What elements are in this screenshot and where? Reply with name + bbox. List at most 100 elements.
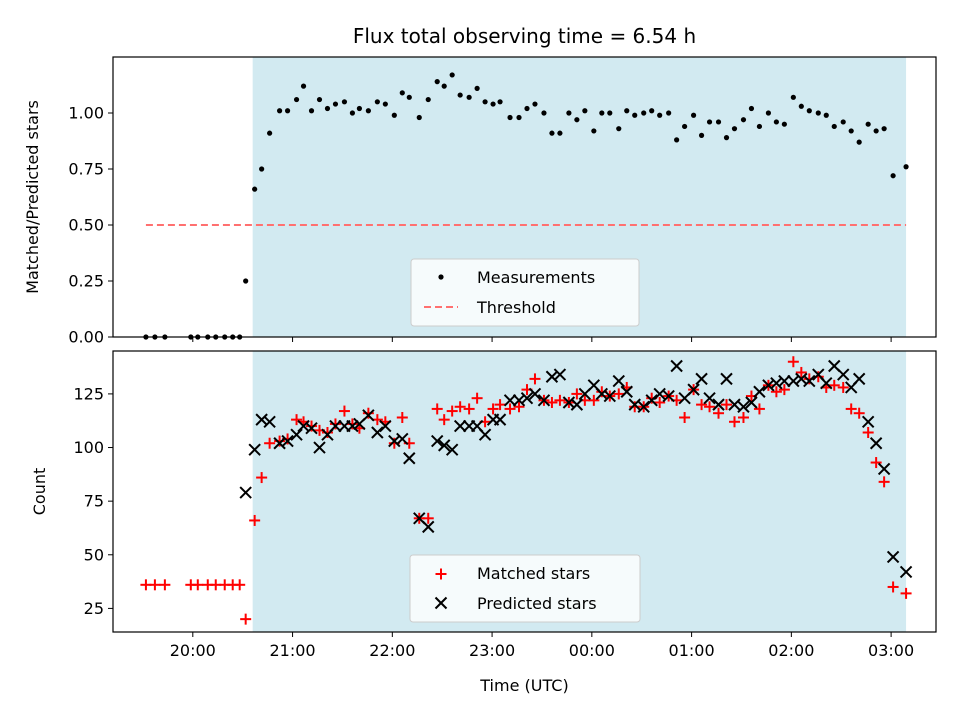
measurement-point <box>748 105 755 112</box>
measurement-point <box>798 103 804 109</box>
matched-star-point <box>471 392 483 404</box>
matched-star-point <box>149 579 161 591</box>
predicted-star-point <box>837 368 850 381</box>
cross-bar-b <box>795 372 808 386</box>
measurement-point <box>773 119 779 125</box>
top-legend-box <box>410 258 640 327</box>
predicted-star-point <box>396 432 409 446</box>
cross-bar-b <box>422 520 435 534</box>
cross-bar-b <box>255 413 268 426</box>
measurement-point <box>740 117 747 123</box>
predicted-star-point <box>852 372 866 386</box>
matched-star-point <box>249 514 261 526</box>
matched-star-point <box>431 403 443 415</box>
measurement-point <box>865 121 871 127</box>
predicted-star-point <box>803 374 816 388</box>
measurement-point <box>524 105 530 112</box>
measurement-point <box>267 130 273 136</box>
measurement-point <box>497 99 503 105</box>
measurement-point <box>723 135 730 141</box>
predicted-star-point <box>820 376 833 390</box>
matched-star-point <box>446 405 458 417</box>
matched-star-point <box>422 512 434 524</box>
cross-bar-b <box>720 372 733 386</box>
measurement-point <box>632 112 638 118</box>
legend-predicted-marker <box>434 596 448 610</box>
measurement-point <box>356 105 363 112</box>
matched-star-point <box>770 386 782 398</box>
predicted-star-point <box>478 428 492 441</box>
cross-bar-b <box>703 391 716 405</box>
matched-star-point <box>721 399 733 411</box>
legend-matched-label: Matched stars <box>477 564 590 583</box>
chart-title: Flux total observing time = 6.54 h <box>353 24 696 48</box>
measurement-point <box>649 108 655 114</box>
predicted-star-point <box>637 400 650 413</box>
cross-bar-b <box>263 415 276 428</box>
top-y-axis-label: Matched/Predicted stars <box>23 100 42 294</box>
measurement-point <box>474 85 480 91</box>
cross-bar-b <box>587 379 601 392</box>
legend-threshold-label: Threshold <box>476 298 556 317</box>
count-panel: 25 50 75 100 125 20:00 21:00 22:00 23:00 00:00 01… <box>30 350 937 695</box>
measurement-point <box>308 108 315 114</box>
cross-bar-b <box>520 391 534 405</box>
predicted-star-point <box>899 565 913 579</box>
measurement-point <box>574 117 580 123</box>
legend-matched-marker <box>435 568 447 580</box>
predicted-star-point <box>712 398 725 411</box>
x-tick-label: 22:00 <box>369 641 415 660</box>
matched-star-point <box>878 476 890 488</box>
cross-bar-b <box>620 385 633 398</box>
cross-bar-b <box>413 512 426 525</box>
measurement-point <box>890 173 896 179</box>
measurement-point <box>406 94 412 100</box>
cross-bar-b <box>281 434 294 448</box>
predicted-star-point <box>770 376 783 390</box>
cross-bar-b <box>371 426 384 439</box>
cross-bar-b <box>470 419 484 433</box>
predicted-star-point <box>388 434 401 448</box>
matched-star-point <box>454 401 466 413</box>
measurement-point <box>399 90 405 96</box>
cross-bar-b <box>899 565 913 579</box>
measurement-point <box>425 96 431 103</box>
measurement-point <box>466 94 472 100</box>
cross-bar-b <box>431 434 444 448</box>
measurement-point <box>243 278 249 284</box>
x-tick-label: 03:00 <box>868 641 914 660</box>
top-y-tick-label: 0.50 <box>68 216 104 235</box>
measurement-point <box>624 108 630 114</box>
predicted-star-point <box>687 383 700 396</box>
matched-star-point <box>463 403 475 415</box>
cross-bar-b <box>820 376 833 390</box>
measurement-point <box>682 123 688 130</box>
matched-star-point <box>870 457 882 469</box>
matched-star-point <box>240 613 252 625</box>
measurement-point <box>873 128 879 134</box>
cross-bar-b <box>803 374 816 388</box>
matched-star-point <box>588 394 600 406</box>
matched-star-point <box>346 418 358 430</box>
cross-bar-b <box>346 419 359 433</box>
cross-bar-b <box>886 550 900 564</box>
measurement-point <box>765 110 772 116</box>
measurement-point <box>382 101 388 107</box>
cross-bar-b <box>787 374 800 388</box>
bottom-y-tick-label: 25 <box>84 599 104 618</box>
flux-ratio-panel: 0.00 0.25 0.50 0.75 1.00 Flux total observin… <box>23 24 937 347</box>
cross-bar-b <box>362 409 375 422</box>
measurement-point <box>831 123 837 130</box>
measurement-point <box>416 114 422 121</box>
predicted-star-point <box>445 443 459 456</box>
matched-star-point <box>554 394 566 406</box>
cross-bar-b <box>695 372 708 386</box>
measurement-point <box>616 126 622 132</box>
cross-bar-b <box>837 368 850 381</box>
measurement-point <box>374 99 380 105</box>
predicted-star-point <box>703 391 716 405</box>
matched-star-point <box>362 407 374 419</box>
cross-bar-b <box>745 396 758 409</box>
measurement-point <box>706 119 713 125</box>
cross-bar-b <box>595 387 609 401</box>
